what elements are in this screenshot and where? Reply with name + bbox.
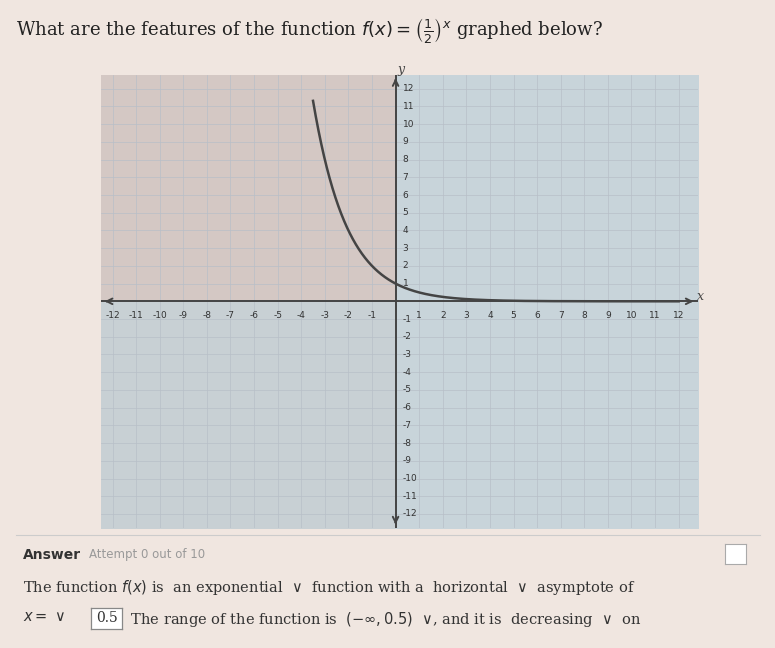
Text: 0.5: 0.5 <box>96 611 118 625</box>
Text: -3: -3 <box>320 311 329 320</box>
Text: 1: 1 <box>416 311 422 320</box>
Text: 7: 7 <box>558 311 563 320</box>
Text: -4: -4 <box>403 367 412 376</box>
Text: -12: -12 <box>403 509 417 518</box>
Text: 11: 11 <box>403 102 414 111</box>
Text: 11: 11 <box>649 311 661 320</box>
Text: 3: 3 <box>403 244 408 253</box>
Text: -4: -4 <box>297 311 305 320</box>
Text: 8: 8 <box>403 155 408 164</box>
Text: 8: 8 <box>581 311 587 320</box>
Text: 4: 4 <box>403 226 408 235</box>
Text: -5: -5 <box>273 311 282 320</box>
Text: 12: 12 <box>673 311 684 320</box>
Text: 4: 4 <box>487 311 493 320</box>
Text: 7: 7 <box>403 173 408 182</box>
Text: -2: -2 <box>344 311 353 320</box>
Text: -5: -5 <box>403 386 412 395</box>
Text: 1: 1 <box>403 279 408 288</box>
Text: $x =$ $\vee$: $x =$ $\vee$ <box>23 610 66 625</box>
Text: -10: -10 <box>153 311 167 320</box>
Text: -6: -6 <box>250 311 259 320</box>
Text: -7: -7 <box>403 421 412 430</box>
Text: -12: -12 <box>105 311 120 320</box>
Text: The range of the function is  $(-\infty, 0.5)$  $\vee$, and it is  decreasing  $: The range of the function is $(-\infty, … <box>126 610 642 629</box>
Text: -8: -8 <box>202 311 212 320</box>
Text: 10: 10 <box>625 311 637 320</box>
Text: -9: -9 <box>403 456 412 465</box>
Text: 2: 2 <box>403 261 408 270</box>
Text: 3: 3 <box>463 311 469 320</box>
Text: -3: -3 <box>403 350 412 359</box>
Text: -1: -1 <box>403 314 412 323</box>
Text: 5: 5 <box>403 208 408 217</box>
Text: -11: -11 <box>129 311 143 320</box>
Text: -10: -10 <box>403 474 418 483</box>
Text: The function $f(x)$ is  an exponential  $\vee$  function with a  horizontal  $\v: The function $f(x)$ is an exponential $\… <box>23 578 635 597</box>
Text: 10: 10 <box>403 120 414 129</box>
Text: -2: -2 <box>403 332 412 341</box>
Text: -1: -1 <box>367 311 377 320</box>
Text: Answer: Answer <box>23 548 81 562</box>
Text: 6: 6 <box>403 191 408 200</box>
Text: -8: -8 <box>403 439 412 448</box>
Text: 2: 2 <box>440 311 446 320</box>
Text: x: x <box>697 290 704 303</box>
Text: -9: -9 <box>179 311 188 320</box>
Text: -6: -6 <box>403 403 412 412</box>
Text: 12: 12 <box>403 84 414 93</box>
Text: Attempt 0 out of 10: Attempt 0 out of 10 <box>89 548 205 561</box>
Text: 6: 6 <box>534 311 540 320</box>
Text: y: y <box>398 63 405 76</box>
Text: -11: -11 <box>403 492 418 501</box>
Text: 5: 5 <box>511 311 516 320</box>
Text: 9: 9 <box>605 311 611 320</box>
Text: -7: -7 <box>226 311 235 320</box>
Text: 9: 9 <box>403 137 408 146</box>
Text: What are the features of the function $f(x) = \left(\frac{1}{2}\right)^x$ graphe: What are the features of the function $f… <box>16 16 602 45</box>
